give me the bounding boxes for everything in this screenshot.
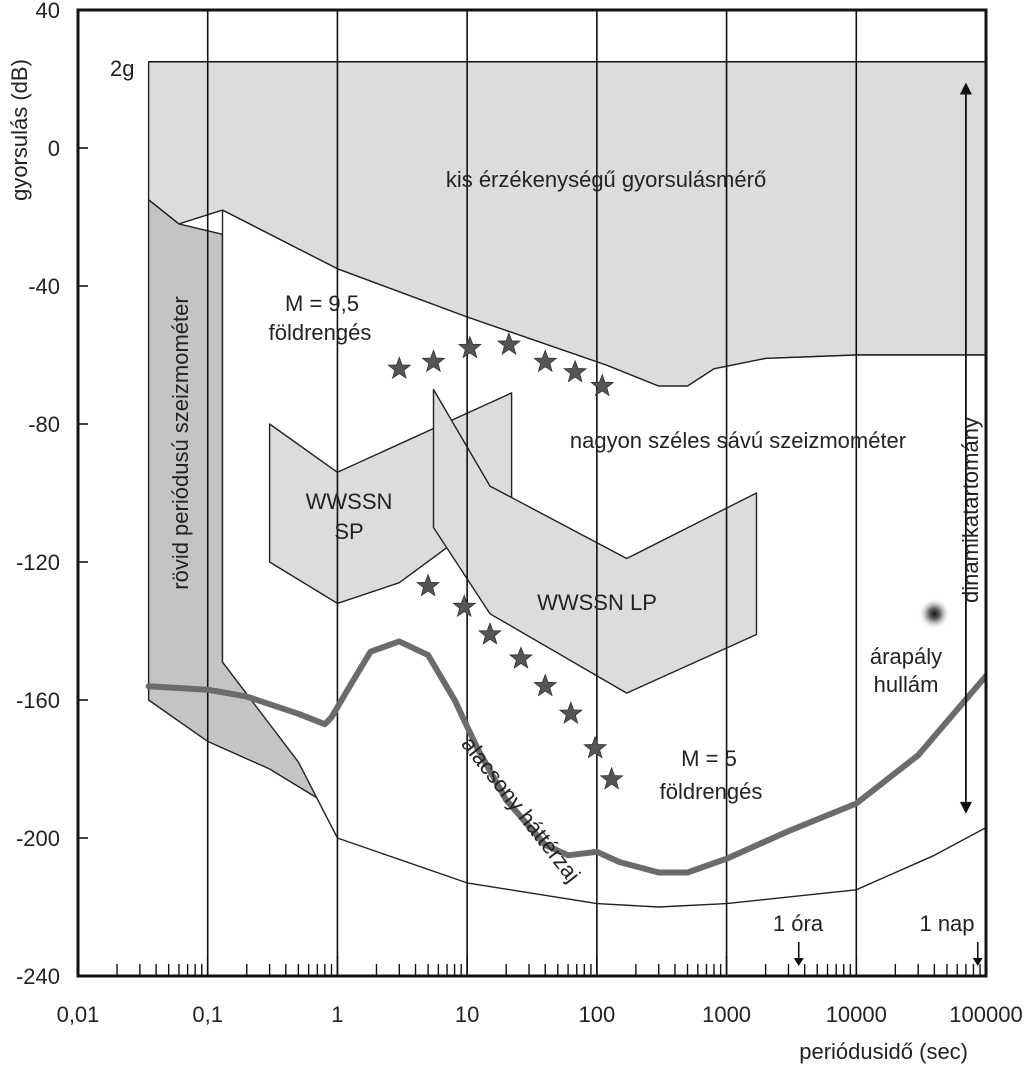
x-tick-label: 1 [331, 1002, 343, 1027]
label-tide-1: árapály [870, 644, 942, 669]
y-tick-label: -200 [16, 826, 60, 851]
y-tick-label: -40 [28, 274, 60, 299]
star-marker-m5-8 [599, 766, 624, 790]
label-1-day: 1 nap [919, 911, 974, 936]
x-tick-label: 1000 [702, 1002, 751, 1027]
x-tick-label: 10000 [826, 1002, 887, 1027]
axes: 0,01 0,1 1 10 100 1000 10000 100000 40 0 -40 -80 -12… [16, 0, 1023, 1027]
label-broadband: nagyon széles sávú szeizmométer [570, 428, 906, 453]
label-tide-2: hullám [874, 672, 939, 697]
x-tick-label: 0,01 [57, 1002, 100, 1027]
arrow-head-hour [793, 958, 804, 966]
series-line-noise [145, 638, 986, 876]
star-marker-m95-6 [563, 359, 588, 383]
sensitivity-regions [147, 61, 986, 908]
y-tick-label: 0 [48, 136, 60, 161]
y-tick-label: -120 [16, 550, 60, 575]
star-marker-m5-2 [452, 594, 477, 618]
y-tick-label: -160 [16, 688, 60, 713]
y-tick-label: -80 [28, 412, 60, 437]
star-marker-m95-7 [590, 373, 615, 397]
label-m5-2: földrengés [660, 779, 763, 804]
x-tick-label: 100000 [949, 1002, 1022, 1027]
label-m95-1: M = 9,5 [285, 291, 359, 316]
label-1-hour: 1 óra [773, 911, 824, 936]
label-short-period: rövid periódusú szeizmométer [168, 296, 193, 589]
x-tick-label: 10 [455, 1002, 479, 1027]
label-m95-2: földrengés [269, 320, 372, 345]
dynamic-range-arrow-top [959, 82, 972, 95]
y-tick-label: 40 [36, 0, 60, 23]
noise-curve-layer [145, 638, 986, 876]
region-wwssn-lp [432, 388, 758, 694]
star-marker-m95-5 [533, 349, 558, 373]
label-wwssn-lp: WWSSN LP [537, 590, 657, 615]
y-tick-label: -240 [16, 964, 60, 989]
star-marker-m95-1 [387, 356, 412, 380]
star-marker-m95-3 [457, 335, 482, 359]
label-strong-motion: kis érzékenységű gyorsulásmérő [446, 167, 766, 192]
gridlines [148, 10, 986, 976]
label-wwssn-sp-1: WWSSN [306, 489, 393, 514]
star-marker-m5-5 [533, 673, 558, 697]
star-marker-m95-2 [421, 349, 446, 373]
dynamic-range-arrow-bottom [959, 801, 972, 814]
y-axis-title: gyorsulás (dB) [7, 59, 32, 201]
star-marker-m95-4 [496, 331, 522, 355]
label-wwssn-sp-2: SP [334, 519, 363, 544]
arrow-head-day [972, 958, 983, 966]
tide-marker [918, 597, 951, 630]
x-axis-title: periódusidő (sec) [799, 1039, 968, 1064]
label-2g: 2g [110, 56, 134, 81]
star-marker-m5-1 [416, 573, 441, 597]
star-marker-m5-3 [477, 621, 503, 645]
star-marker-m5-6 [558, 701, 583, 725]
earthquake-markers [387, 82, 983, 966]
star-marker-m5-7 [583, 735, 608, 759]
plot-frame [76, 8, 988, 978]
label-m5-1: M = 5 [681, 746, 737, 771]
x-tick-label: 0,1 [192, 1002, 223, 1027]
star-marker-m5-4 [508, 645, 533, 669]
x-tick-label: 100 [578, 1002, 615, 1027]
label-dynamic-range: dinamikatartomány [958, 417, 983, 603]
